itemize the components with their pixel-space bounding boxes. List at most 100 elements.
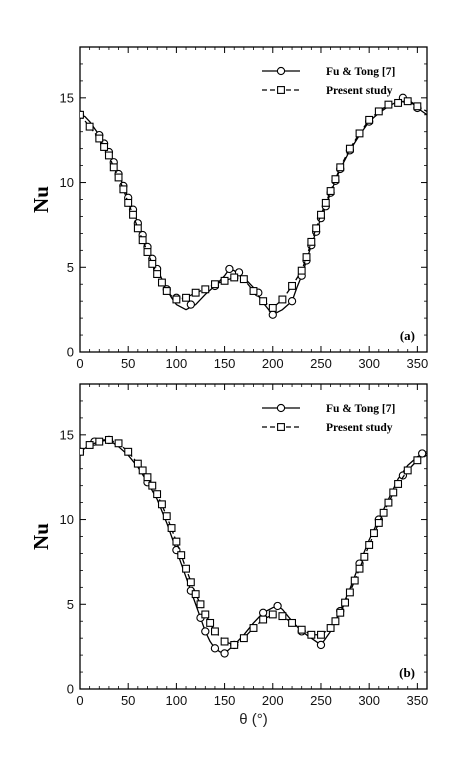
data-point-present-study [143, 248, 152, 256]
data-point-present-study [249, 624, 258, 632]
x-tick-label: 200 [262, 693, 284, 708]
data-point-present-study [326, 187, 335, 195]
data-point-fu-tong [186, 300, 195, 309]
x-tick-label: 50 [121, 693, 135, 708]
data-point-present-study [307, 237, 316, 246]
x-tick-label: 300 [358, 356, 380, 371]
data-point-fu-tong [220, 649, 229, 658]
data-point-present-study [191, 590, 200, 599]
data-point-present-study [162, 512, 171, 521]
series-line-fu-tong [80, 439, 427, 655]
data-point-present-study [119, 185, 128, 194]
data-point-present-study [109, 163, 118, 172]
y-tick-label: 15 [60, 90, 74, 105]
series-line-present-study [80, 439, 427, 646]
data-point-present-study [249, 287, 258, 295]
data-point-present-study [80, 110, 84, 119]
data-point-present-study [355, 564, 364, 573]
data-point-present-study [100, 143, 109, 151]
data-point-present-study [210, 280, 219, 289]
data-point-present-study [85, 122, 94, 131]
legend-label: Present study [326, 85, 393, 97]
x-tick-label: 0 [76, 356, 83, 371]
data-point-present-study [389, 488, 398, 497]
data-point-present-study [317, 630, 325, 639]
legend-marker-circle [276, 403, 286, 413]
data-point-present-study [95, 134, 104, 143]
data-point-present-study [355, 129, 364, 138]
x-tick-label: 150 [214, 693, 236, 708]
data-point-present-study [201, 285, 210, 294]
data-point-present-study [268, 610, 277, 619]
data-point-present-study [331, 175, 340, 184]
plot-area [80, 435, 427, 658]
data-point-present-study [370, 529, 378, 538]
data-point-present-study [182, 564, 190, 573]
data-point-present-study [403, 466, 412, 475]
x-tick-label: 250 [310, 693, 332, 708]
data-point-present-study [331, 617, 340, 626]
x-tick-label: 0 [76, 693, 83, 708]
data-point-present-study [413, 102, 422, 111]
data-point-present-study [177, 551, 186, 560]
y-tick-label: 5 [67, 260, 74, 275]
data-point-fu-tong [201, 627, 210, 636]
data-point-present-study [336, 608, 345, 617]
data-point-present-study [172, 295, 181, 304]
x-tick-label: 350 [407, 356, 429, 371]
data-point-present-study [345, 144, 354, 153]
data-point-present-study [172, 537, 181, 546]
data-point-present-study [384, 100, 393, 109]
y-tick-label: 5 [67, 597, 74, 612]
data-point-present-study [104, 151, 113, 160]
data-point-present-study [210, 627, 219, 636]
panel-label: (b) [399, 665, 415, 680]
data-point-present-study [365, 541, 374, 549]
data-point-present-study [114, 173, 123, 182]
data-point-present-study [230, 640, 239, 649]
x-tick-label: 300 [358, 693, 380, 708]
data-point-present-study [153, 270, 162, 279]
panel-label: (a) [400, 328, 415, 343]
plot-area [80, 93, 427, 319]
data-point-present-study [95, 437, 104, 446]
data-point-present-study [394, 98, 403, 107]
x-tick-label: 100 [166, 356, 188, 371]
y-tick-label: 15 [60, 427, 74, 442]
data-point-present-study [312, 224, 321, 233]
y-axis-title: Nu [29, 523, 53, 550]
data-point-fu-tong [268, 310, 277, 319]
data-point-present-study [124, 198, 133, 207]
data-point-present-study [182, 293, 190, 302]
legend-marker-circle [276, 66, 286, 76]
data-point-fu-tong [287, 297, 297, 306]
data-point-present-study [85, 441, 94, 449]
data-point-present-study [259, 297, 268, 306]
data-point-present-study [220, 637, 229, 646]
chart-panel-a: 0 50 100 150 200 250 300 350 0 5 10 15 Nu (a) Fu & Ton… [29, 46, 429, 371]
data-point-present-study [403, 97, 412, 106]
data-point-present-study [191, 288, 200, 297]
data-point-present-study [230, 273, 239, 282]
data-point-present-study [124, 447, 133, 456]
data-point-present-study [384, 498, 393, 507]
legend-label: Fu & Tong [7] [326, 66, 395, 78]
data-point-present-study [278, 295, 287, 304]
y-tick-label: 10 [60, 512, 74, 527]
data-point-fu-tong [273, 601, 282, 611]
data-point-present-study [321, 198, 330, 207]
y-tick-label: 10 [60, 175, 74, 190]
data-point-present-study [413, 456, 422, 465]
data-point-fu-tong [258, 608, 268, 617]
data-point-present-study [259, 615, 268, 624]
x-tick-label: 350 [407, 693, 429, 708]
data-point-present-study [220, 276, 229, 285]
y-axis-title: Nu [29, 186, 53, 213]
data-point-present-study [302, 253, 311, 262]
x-tick-label: 100 [166, 693, 188, 708]
y-tick-label: 0 [67, 682, 74, 697]
data-point-present-study [379, 508, 388, 517]
data-point-present-study [138, 466, 147, 475]
data-point-present-study [365, 115, 374, 124]
